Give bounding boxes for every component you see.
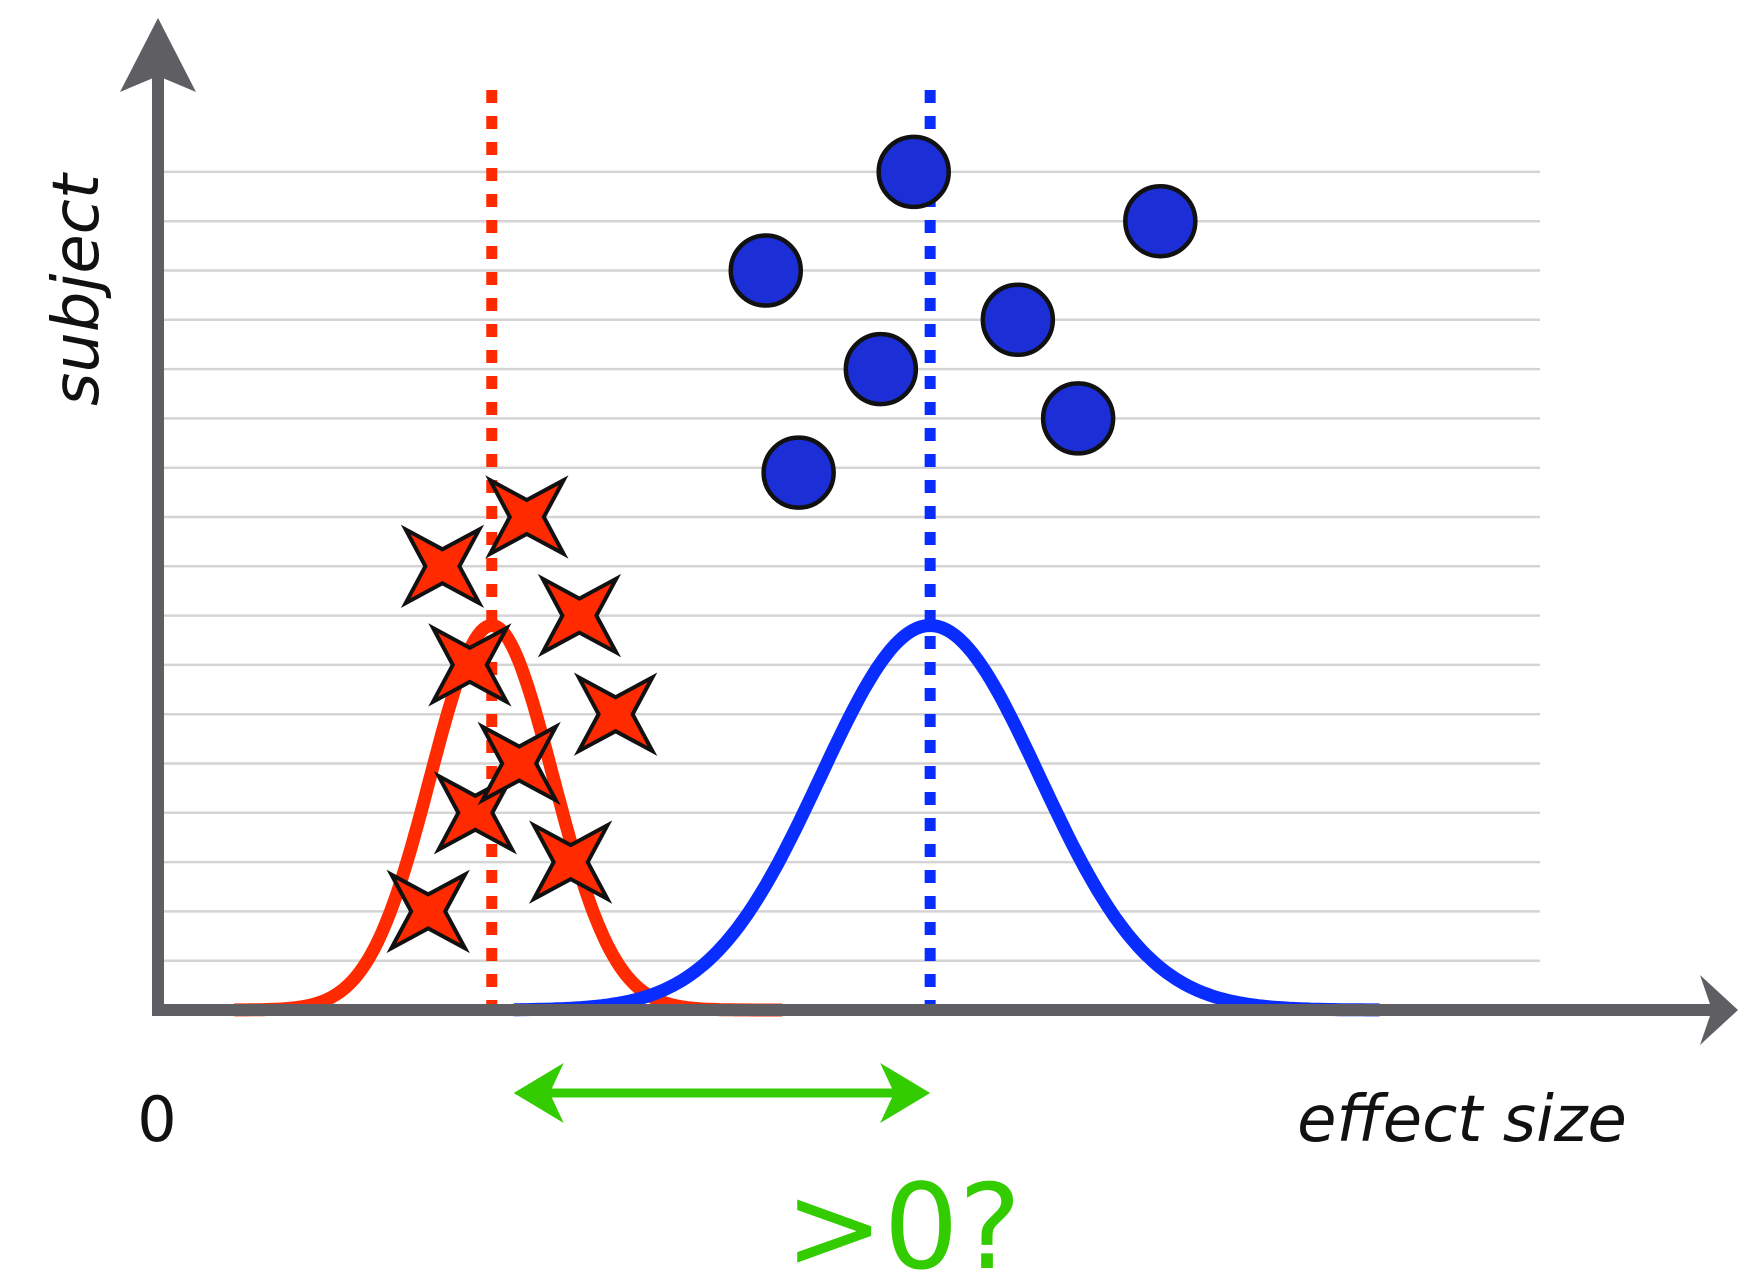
red-distribution-curve xyxy=(230,619,786,1017)
star-marker xyxy=(537,573,622,658)
star-marker xyxy=(400,524,485,609)
dot-marker xyxy=(761,435,836,510)
star-marker xyxy=(477,721,561,806)
star-marker xyxy=(428,623,512,707)
question-label: >0? xyxy=(785,1158,1022,1274)
star-marker xyxy=(485,475,569,559)
star-marker xyxy=(573,672,658,756)
dot-marker xyxy=(728,233,804,308)
dot-marker xyxy=(1040,381,1116,456)
distribution-curves xyxy=(230,619,1382,1017)
blue-distribution-curve xyxy=(511,619,1382,1017)
dot-marker xyxy=(980,282,1056,358)
x-axis-arrowhead xyxy=(1700,975,1738,1045)
x-axis-label: effect size xyxy=(1297,1083,1627,1157)
dot-marker xyxy=(1123,183,1198,259)
star-marker xyxy=(528,820,613,904)
y-axis-arrowhead xyxy=(120,18,196,92)
y-axis-label: subject xyxy=(40,171,114,406)
subject-gridlines xyxy=(160,170,1540,962)
subject-markers xyxy=(386,134,1198,954)
dot-marker xyxy=(876,134,951,210)
axes xyxy=(120,18,1738,1045)
dot-marker xyxy=(843,331,919,407)
difference-arrow-left-head xyxy=(513,1063,564,1123)
difference-arrow xyxy=(513,1063,931,1123)
star-marker xyxy=(386,869,470,954)
mean-lines xyxy=(486,90,936,1010)
difference-arrow-right-head xyxy=(880,1063,931,1123)
origin-label: 0 xyxy=(137,1083,176,1156)
